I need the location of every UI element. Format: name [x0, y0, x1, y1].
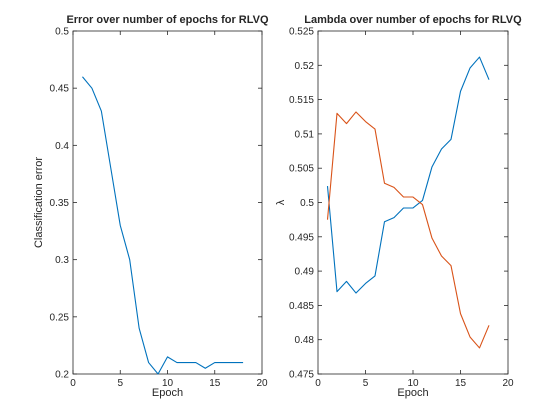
- series-line-1: [326, 56, 490, 294]
- series-line-1: [82, 76, 244, 375]
- y-tick-label: 0.25: [50, 312, 70, 323]
- x-tick-label: 10: [407, 378, 419, 389]
- y-tick-label: 0.525: [289, 27, 314, 38]
- y-tick-label: 0.505: [289, 164, 314, 175]
- y-tick-label: 0.3: [55, 255, 69, 266]
- y-axis-label: λ: [275, 199, 287, 205]
- x-tick-label: 10: [162, 378, 174, 389]
- x-tick-label: 15: [455, 378, 467, 389]
- x-axis-label: Epoch: [397, 387, 428, 399]
- chart-title: Error over number of epochs for RLVQ: [66, 14, 269, 26]
- y-tick-label: 0.48: [295, 335, 315, 346]
- series-line-2: [326, 111, 490, 349]
- y-tick-label: 0.495: [289, 232, 314, 243]
- y-tick-label: 0.52: [295, 61, 315, 72]
- y-tick-label: 0.51: [295, 129, 315, 140]
- y-tick-label: 0.515: [289, 95, 314, 106]
- y-tick-label: 0.5: [55, 27, 69, 38]
- y-tick-label: 0.45: [50, 84, 70, 95]
- y-tick-label: 0.5: [300, 198, 314, 209]
- x-tick-label: 20: [256, 378, 268, 389]
- y-tick-label: 0.35: [50, 198, 70, 209]
- y-tick-label: 0.49: [295, 267, 315, 278]
- x-tick-label: 15: [209, 378, 221, 389]
- x-tick-label: 5: [117, 378, 123, 389]
- chart-title: Lambda over number of epochs for RLVQ: [304, 14, 522, 26]
- x-tick-label: 20: [502, 378, 514, 389]
- x-axis-label: Epoch: [152, 387, 183, 399]
- x-tick-label: 5: [363, 378, 369, 389]
- y-tick-label: 0.475: [289, 370, 314, 381]
- y-tick-label: 0.4: [55, 141, 69, 152]
- y-tick-label: 0.485: [289, 301, 314, 312]
- y-axis-label: Classification error: [33, 157, 45, 248]
- y-tick-label: 0.2: [55, 370, 69, 381]
- x-tick-label: 0: [315, 378, 321, 389]
- x-tick-label: 0: [70, 378, 76, 389]
